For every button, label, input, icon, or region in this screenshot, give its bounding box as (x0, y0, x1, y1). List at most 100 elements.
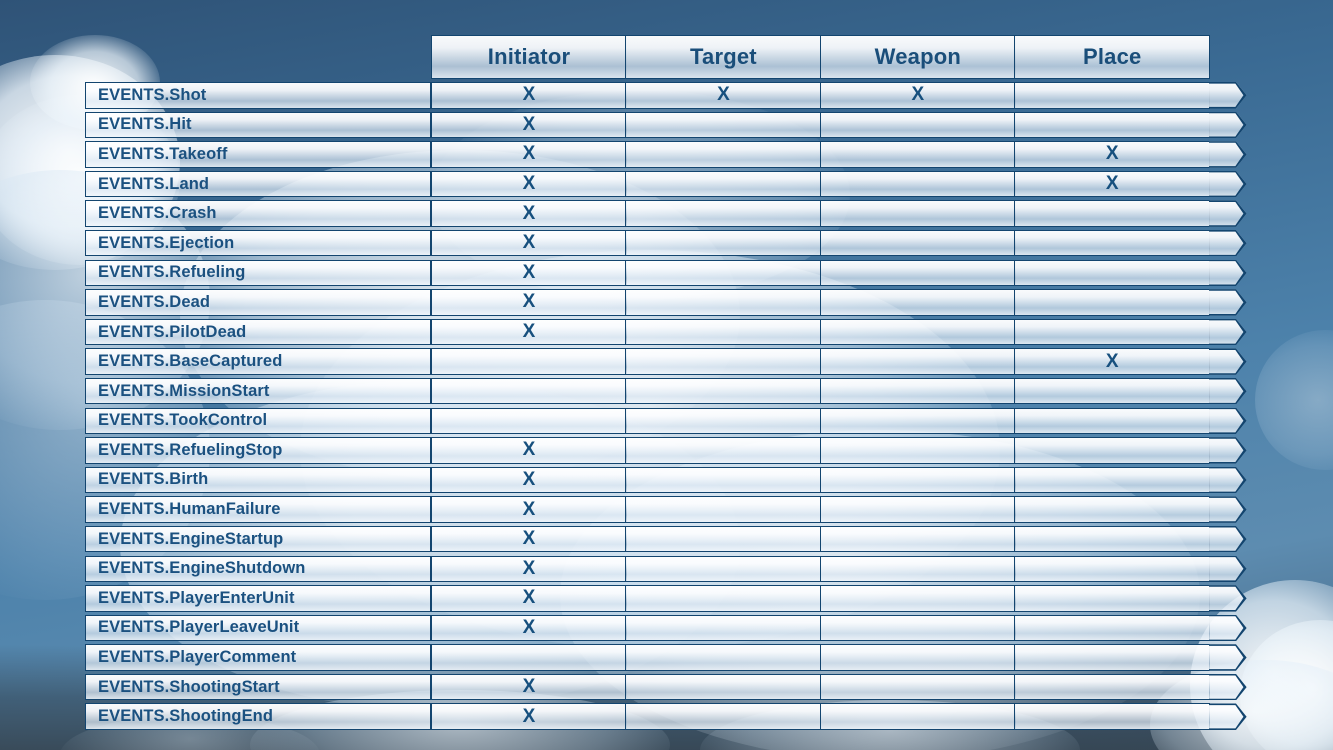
mark-cell-place (1014, 377, 1211, 405)
cloud-shape (1255, 330, 1333, 470)
mark-cell-target: X (625, 82, 822, 109)
table-row[interactable]: EVENTS.Takeoff X X (85, 141, 1247, 168)
mark-cell-place (1014, 407, 1211, 435)
mark-cell-place (1014, 318, 1211, 346)
table-row[interactable]: EVENTS.Dead X (85, 289, 1247, 316)
mark-cell-initiator (431, 407, 627, 435)
row-arrow-icon (1208, 259, 1247, 287)
row-arrow-fill (1208, 673, 1247, 701)
table-row[interactable]: EVENTS.Birth X (85, 466, 1247, 494)
table-row[interactable]: EVENTS.TookControl (85, 407, 1247, 435)
mark-cell-place (1014, 496, 1211, 523)
mark-cell-weapon (819, 318, 1016, 346)
row-arrow-icon (1208, 407, 1247, 435)
event-name-cell: EVENTS.Birth (85, 466, 431, 494)
mark-cell-weapon (819, 644, 1016, 671)
table-row[interactable]: EVENTS.MissionStart (85, 377, 1247, 405)
mark-cell-weapon (819, 555, 1016, 582)
table-row[interactable]: EVENTS.PilotDead X (85, 318, 1247, 346)
mark-cell-initiator: X (431, 437, 627, 464)
row-arrow-fill (1208, 111, 1247, 139)
mark-cell-target (625, 377, 822, 405)
table-row[interactable]: EVENTS.Hit X (85, 111, 1247, 139)
mark-cell-target (625, 170, 822, 198)
mark-cell-place: X (1014, 170, 1211, 198)
row-arrow-icon (1208, 614, 1247, 642)
mark-cell-weapon (819, 703, 1016, 730)
row-arrow-fill (1208, 377, 1247, 405)
mark-cell-initiator: X (431, 703, 627, 730)
mark-cell-weapon (819, 496, 1016, 523)
row-arrow-icon (1208, 585, 1247, 612)
table-row[interactable]: EVENTS.BaseCaptured X (85, 348, 1247, 375)
table-row[interactable]: EVENTS.Shot X X X (85, 82, 1247, 109)
mark-cell-place (1014, 229, 1211, 257)
row-arrow-fill (1208, 703, 1247, 730)
column-header-target[interactable]: Target (625, 35, 822, 79)
mark-cell-place (1014, 703, 1211, 730)
event-name-cell: EVENTS.Ejection (85, 229, 431, 257)
mark-cell-place (1014, 585, 1211, 612)
mark-cell-place: X (1014, 348, 1211, 375)
row-arrow-fill (1208, 614, 1247, 642)
table-row[interactable]: EVENTS.Crash X (85, 200, 1247, 227)
mark-cell-target (625, 496, 822, 523)
event-parameter-table: Initiator Target Weapon Place EVENTS.Sho… (85, 35, 1247, 733)
row-arrow-icon (1208, 496, 1247, 523)
table-row[interactable]: EVENTS.HumanFailure X (85, 496, 1247, 523)
event-name-cell: EVENTS.EngineStartup (85, 525, 431, 553)
mark-cell-place (1014, 259, 1211, 287)
row-arrow-fill (1208, 555, 1247, 582)
row-arrow-icon (1208, 82, 1247, 109)
table-body: EVENTS.Shot X X X EVENTS.Hit X EVENTS.Takeoff X… (85, 82, 1247, 730)
mark-cell-place: X (1014, 141, 1211, 168)
mark-cell-place (1014, 466, 1211, 494)
table-row[interactable]: EVENTS.ShootingEnd X (85, 703, 1247, 730)
mark-cell-place (1014, 111, 1211, 139)
mark-cell-target (625, 437, 822, 464)
row-arrow-fill (1208, 141, 1247, 168)
table-row[interactable]: EVENTS.Ejection X (85, 229, 1247, 257)
row-arrow-fill (1208, 229, 1247, 257)
table-row[interactable]: EVENTS.ShootingStart X (85, 673, 1247, 701)
mark-cell-target (625, 407, 822, 435)
table-row[interactable]: EVENTS.Refueling X (85, 259, 1247, 287)
mark-cell-initiator: X (431, 466, 627, 494)
row-arrow-fill (1208, 348, 1247, 375)
table-row[interactable]: EVENTS.EngineShutdown X (85, 555, 1247, 582)
row-arrow-icon (1208, 525, 1247, 553)
mark-cell-target (625, 200, 822, 227)
event-name-cell: EVENTS.Refueling (85, 259, 431, 287)
mark-cell-initiator: X (431, 318, 627, 346)
event-name-cell: EVENTS.PlayerEnterUnit (85, 585, 431, 612)
row-arrow-fill (1208, 170, 1247, 198)
mark-cell-weapon (819, 259, 1016, 287)
column-header-weapon[interactable]: Weapon (819, 35, 1016, 79)
table-row[interactable]: EVENTS.Land X X (85, 170, 1247, 198)
mark-cell-weapon: X (819, 82, 1016, 109)
mark-cell-initiator (431, 644, 627, 671)
mark-cell-initiator: X (431, 614, 627, 642)
mark-cell-weapon (819, 141, 1016, 168)
event-name-cell: EVENTS.ShootingStart (85, 673, 431, 701)
table-row[interactable]: EVENTS.PlayerEnterUnit X (85, 585, 1247, 612)
table-row[interactable]: EVENTS.RefuelingStop X (85, 437, 1247, 464)
mark-cell-target (625, 348, 822, 375)
column-header-place[interactable]: Place (1014, 35, 1211, 79)
row-arrow-icon (1208, 673, 1247, 701)
mark-cell-weapon (819, 466, 1016, 494)
header-corner-spacer (85, 35, 431, 79)
row-arrow-icon (1208, 229, 1247, 257)
row-arrow-icon (1208, 377, 1247, 405)
table-row[interactable]: EVENTS.PlayerComment (85, 644, 1247, 671)
row-arrow-fill (1208, 82, 1247, 109)
event-name-cell: EVENTS.ShootingEnd (85, 703, 431, 730)
table-row[interactable]: EVENTS.EngineStartup X (85, 525, 1247, 553)
mark-cell-weapon (819, 525, 1016, 553)
row-arrow-fill (1208, 407, 1247, 435)
row-arrow-fill (1208, 525, 1247, 553)
column-header-initiator[interactable]: Initiator (431, 35, 627, 79)
mark-cell-initiator: X (431, 673, 627, 701)
mark-cell-initiator: X (431, 259, 627, 287)
table-row[interactable]: EVENTS.PlayerLeaveUnit X (85, 614, 1247, 642)
